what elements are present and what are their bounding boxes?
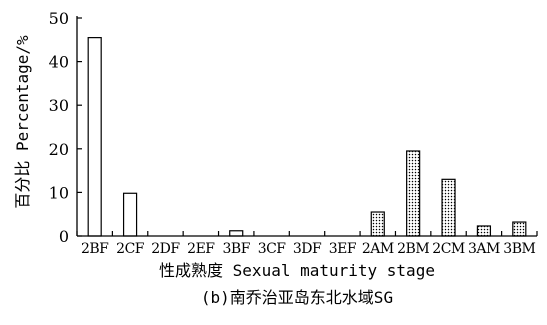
x-tick-label-3BF: 3BF: [223, 241, 251, 257]
y-tick-label-40: 40: [49, 53, 69, 72]
bar-2BF: [87, 37, 102, 237]
bar-3BF: [229, 230, 244, 237]
x-tick-label-2BF: 2BF: [81, 241, 109, 257]
bar-3BM: [512, 221, 527, 237]
bars-layer: [87, 37, 527, 237]
x-tick-label-2CF: 2CF: [116, 241, 145, 257]
figure-caption: (b)南乔治亚岛东北水域SG: [201, 288, 393, 307]
y-tick-label-10: 10: [49, 183, 69, 202]
x-tick-label-2AM: 2AM: [362, 241, 394, 257]
y-axis-title: 百分比 Percentage/%: [13, 35, 32, 209]
bar-3AM: [476, 225, 492, 237]
x-tick-label-2CM: 2CM: [432, 241, 465, 257]
x-tick-label-2EF: 2EF: [187, 241, 215, 257]
y-tick-label-0: 0: [59, 227, 69, 246]
x-tick-label-3AM: 3AM: [468, 241, 500, 257]
x-tick-label-3DF: 3DF: [293, 241, 322, 257]
x-tick-label-3CF: 3CF: [258, 241, 287, 257]
bar-2CM: [441, 178, 456, 237]
y-tick-label-50: 50: [49, 9, 69, 28]
y-tick-label-30: 30: [49, 96, 69, 115]
axes-layer: [76, 16, 537, 237]
bar-2AM: [370, 211, 385, 237]
bar-2CF: [122, 192, 138, 237]
ticks-layer: 0 10 20 30 40 50 2BF 2CF 2DF 2EF 3BF 3CF 3DF 3EF 2AM 2B…: [49, 9, 538, 257]
x-tick-label-2DF: 2DF: [151, 241, 180, 257]
x-tick-label-2BM: 2BM: [397, 241, 429, 257]
x-tick-label-3EF: 3EF: [329, 241, 357, 257]
x-axis-title: 性成熟度 Sexual maturity stage: [159, 261, 435, 280]
bar-2BM: [406, 150, 421, 237]
x-tick-label-3BM: 3BM: [503, 241, 535, 257]
y-tick-label-20: 20: [49, 140, 69, 159]
